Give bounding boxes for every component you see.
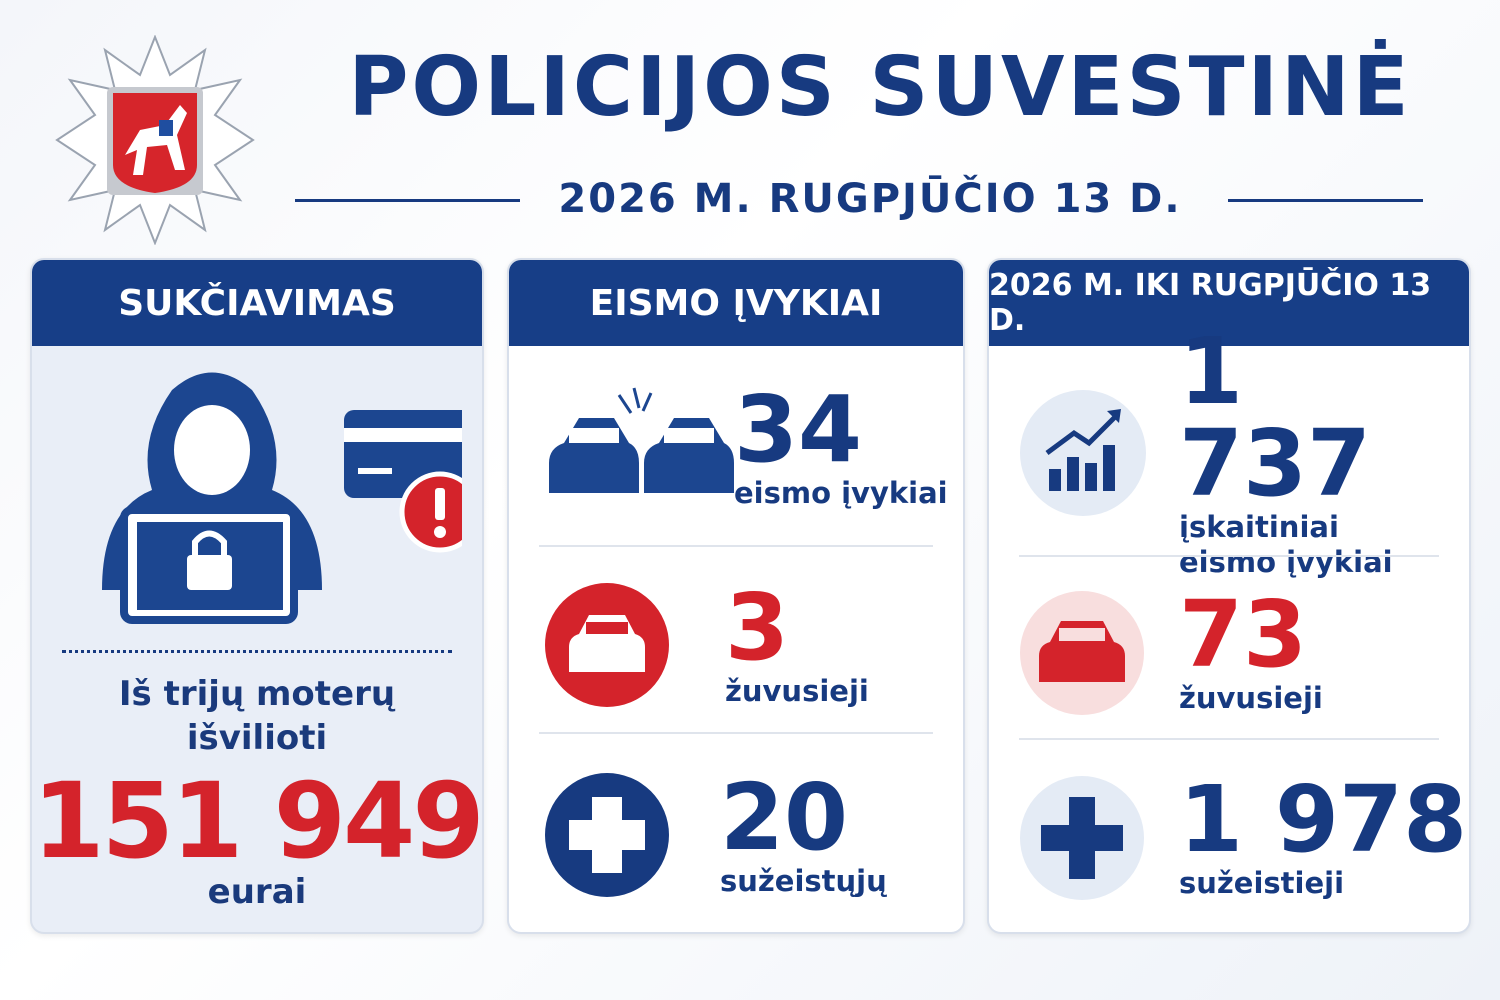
stat-row: 20 sužeistųjų	[509, 750, 963, 920]
fraud-text: Iš trijų moterų išvilioti	[118, 674, 396, 759]
separator	[539, 545, 933, 547]
panel-title: 2026 M. IKI RUGPJŪČIO 13 D.	[989, 260, 1469, 346]
rule	[295, 199, 520, 202]
accidents-panel: EISMO ĮVYKIAI 34 eismo įvykiai 3	[507, 258, 965, 934]
stat-value: 34	[734, 376, 863, 484]
stat-row: 1 978 sužeistieji	[989, 755, 1469, 920]
police-badge	[55, 35, 255, 245]
stat-label: žuvusieji	[725, 673, 869, 708]
date: 2026 M. RUGPJŪČIO 13 D.	[558, 176, 1182, 222]
stat-label: žuvusieji	[1179, 681, 1323, 716]
rule	[1228, 199, 1423, 202]
panel-title: SUKČIAVIMAS	[32, 260, 482, 346]
stat-value: 3	[725, 573, 790, 681]
stat-row: 34 eismo įvykiai	[509, 360, 963, 535]
injured-icon	[545, 773, 669, 897]
stat-label: įskaitiniai eismo įvykiai	[1179, 509, 1393, 579]
stat-label: eismo įvykiai	[734, 476, 948, 511]
trend-icon	[1020, 389, 1146, 516]
stat-row: 73 žuvusieji	[989, 570, 1469, 735]
stat-row: 3 žuvusieji	[509, 560, 963, 730]
separator	[62, 650, 452, 653]
panel-title: EISMO ĮVYKIAI	[509, 260, 963, 346]
year-panel: 2026 M. IKI RUGPJŪČIO 13 D. 1 737 įskait…	[987, 258, 1471, 934]
stat-value: 73	[1179, 581, 1308, 689]
separator	[539, 732, 933, 734]
stat-label: sužeistųjų	[720, 863, 887, 898]
stat-row: 1 737 įskaitiniai eismo įvykiai	[989, 325, 1469, 579]
stat-value: 1 737	[1179, 317, 1372, 517]
hacker-icon	[102, 372, 462, 624]
fraud-unit: eurai	[207, 872, 307, 912]
fraud-amount: 151 949	[32, 760, 482, 882]
separator	[1019, 555, 1439, 557]
separator	[1019, 738, 1439, 740]
crash-icon	[549, 387, 734, 493]
stat-label: sužeistieji	[1179, 866, 1345, 901]
fatal-icon	[1020, 590, 1144, 715]
fraud-panel: SUKČIAVIMAS Iš trijų moterų išvilioti 15…	[30, 258, 484, 934]
injured-icon	[1020, 775, 1144, 900]
stat-value: 20	[720, 763, 849, 871]
title: POLICIJOS SUVESTINĖ	[348, 40, 1412, 135]
fatal-icon	[545, 583, 669, 707]
stat-value: 1 978	[1179, 766, 1468, 874]
